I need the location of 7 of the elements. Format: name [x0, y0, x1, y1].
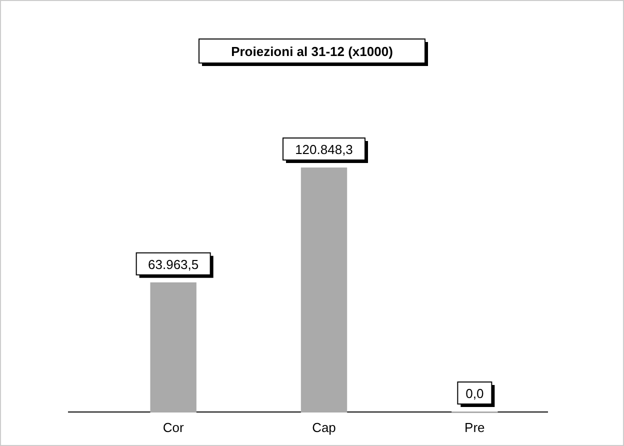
- x-tick-label: Cor: [162, 420, 184, 435]
- x-tick-label: Cap: [312, 420, 336, 435]
- chart-title: Proiezioni al 31-12 (x1000): [231, 44, 393, 59]
- data-label: 0,0: [466, 386, 484, 401]
- data-label: 63.963,5: [148, 256, 199, 272]
- data-label: 120.848,3: [295, 142, 353, 157]
- x-tick-label: Pre: [464, 420, 485, 435]
